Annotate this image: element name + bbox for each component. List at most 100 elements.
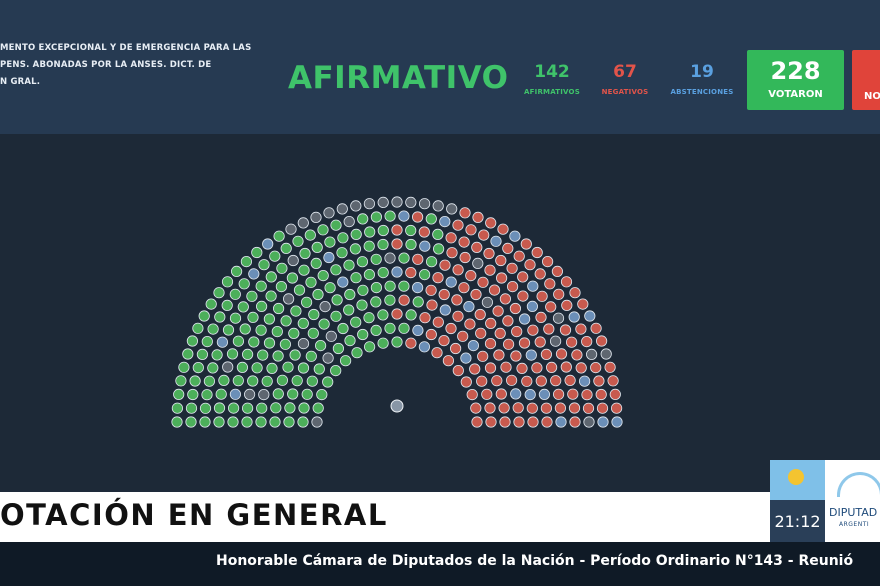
seat (465, 270, 477, 282)
seat (405, 337, 417, 349)
seat (526, 300, 539, 312)
seat (432, 243, 445, 255)
seat (231, 265, 243, 277)
seat (595, 388, 607, 401)
seat (312, 402, 324, 414)
seat (545, 301, 557, 313)
seat (364, 226, 376, 238)
seat (370, 282, 382, 294)
seat (211, 349, 223, 361)
seat (564, 374, 576, 386)
seat (445, 232, 457, 244)
seat (214, 311, 226, 323)
seat (247, 311, 259, 323)
seat (218, 374, 230, 386)
seat (301, 388, 313, 400)
seat (452, 264, 464, 276)
seat (175, 375, 187, 387)
seat (236, 361, 248, 373)
seat (445, 276, 457, 288)
seat (405, 267, 417, 279)
seat (287, 388, 299, 400)
seat (581, 389, 593, 401)
seat (505, 374, 518, 386)
seat (419, 240, 431, 252)
seat (255, 280, 267, 292)
seat (207, 362, 219, 374)
seat (314, 340, 327, 352)
seat (307, 327, 319, 339)
seat (222, 361, 234, 373)
seat (318, 318, 330, 330)
seat (330, 264, 342, 276)
seat (330, 365, 342, 377)
seat (266, 362, 278, 374)
seat (438, 335, 450, 347)
seat (500, 361, 512, 373)
seat (232, 335, 244, 347)
motion-line-3: N GRAL. (0, 77, 41, 87)
seat (350, 316, 362, 328)
seat (412, 253, 424, 265)
seat (288, 327, 300, 339)
seat (251, 362, 263, 374)
seat (585, 348, 598, 360)
seat (463, 301, 475, 313)
seat (357, 213, 369, 225)
seat (565, 336, 578, 348)
seat (213, 402, 226, 414)
seat (540, 402, 553, 414)
lower-third-title: OTACIÓN EN GENERAL (0, 498, 388, 532)
seat (330, 310, 342, 322)
seat (282, 293, 295, 305)
seat (534, 268, 546, 280)
seat (357, 328, 369, 341)
seat (527, 324, 539, 336)
seat (535, 311, 547, 323)
seat (343, 259, 355, 271)
seat (398, 280, 410, 292)
seat (305, 276, 317, 288)
seat (363, 240, 375, 252)
seat (319, 301, 331, 313)
seat (337, 276, 349, 288)
seat (517, 271, 529, 283)
seat (513, 250, 525, 262)
seat (251, 246, 263, 259)
seat (425, 328, 437, 341)
seat (242, 402, 254, 414)
seat (484, 338, 497, 350)
seat (265, 290, 277, 302)
seat (203, 375, 215, 387)
seat (571, 349, 583, 361)
seat (398, 252, 410, 264)
seat (495, 272, 508, 284)
seat (280, 242, 292, 255)
seat (187, 388, 199, 401)
seat (297, 317, 309, 329)
seat (308, 308, 320, 321)
seat (506, 262, 518, 274)
seat (337, 232, 349, 244)
seat (502, 242, 514, 255)
seat (596, 402, 609, 414)
seat (270, 402, 282, 414)
seat (469, 363, 481, 375)
seat (322, 352, 334, 364)
no-votaron-box: NO (852, 50, 880, 110)
afirmativos-label: AFIRMATIVOS (524, 88, 580, 96)
seat (541, 256, 554, 268)
seat (182, 348, 194, 360)
seat (474, 308, 486, 321)
seat (229, 388, 241, 400)
seat (457, 330, 469, 342)
seat (258, 259, 270, 271)
seat (484, 264, 496, 276)
seat (561, 299, 573, 311)
seat (432, 316, 444, 328)
seat (377, 224, 389, 237)
seat (552, 388, 565, 400)
seat (541, 416, 553, 428)
seat (344, 288, 356, 301)
seat (339, 355, 352, 367)
